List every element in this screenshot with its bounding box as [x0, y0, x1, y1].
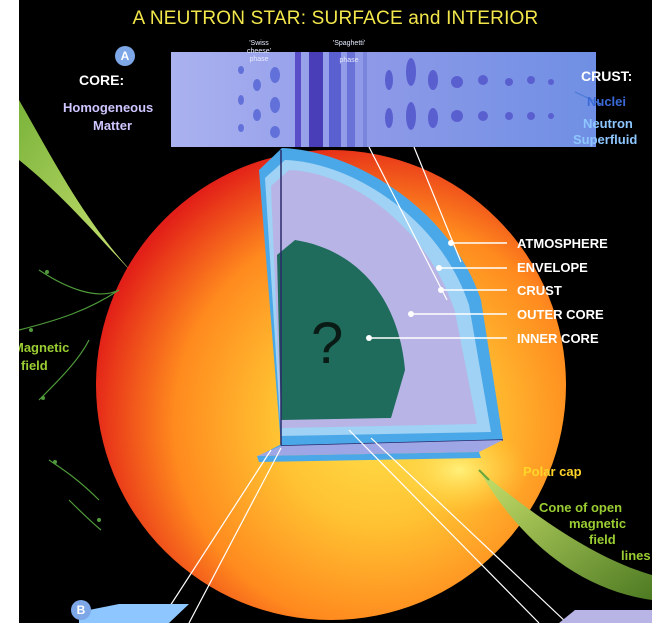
cone-line3: field [589, 532, 616, 547]
diagram-graphic [19, 52, 652, 623]
neutron-line2: Superfluid [573, 132, 638, 147]
nuclei-label: Nuclei [587, 94, 627, 109]
nuclei-dots [385, 58, 554, 130]
layer-crust: CRUST [517, 283, 562, 298]
magnetic-field-line2: field [21, 358, 48, 373]
cone-line2: magnetic [569, 516, 627, 531]
swiss-line3: phase [249, 56, 269, 63]
magnetic-field-line1: Magnetic [19, 340, 70, 355]
inner-core-question-mark: ? [311, 311, 344, 376]
diagram-panel: A NEUTRON STAR: SURFACE and INTERIOR A C… [19, 0, 652, 623]
cone-line4: lines [621, 548, 651, 563]
diagram-title: A NEUTRON STAR: SURFACE and INTERIOR [132, 8, 539, 29]
layer-atmosphere: ATMOSPHERE [517, 236, 608, 251]
layer-inner-core: INNER CORE [517, 331, 599, 346]
inset-badge-b: B [71, 600, 91, 620]
inset-phase-strip [171, 52, 596, 147]
magnetic-field-lines [19, 269, 120, 531]
spaghetti-label: 'Spaghetti' phase [319, 40, 379, 65]
crust-heading: CRUST: [581, 68, 633, 84]
layer-outer-core: OUTER CORE [517, 307, 604, 322]
right-field-cone [479, 470, 652, 600]
polar-cap-label: Polar cap [523, 464, 582, 479]
neutron-line1: Neutron [583, 116, 633, 131]
layer-envelope: ENVELOPE [517, 260, 588, 275]
spaghetti-rods [295, 52, 367, 147]
inset-badge-a: A [115, 46, 135, 66]
core-desc-line2: Matter [93, 118, 133, 133]
spaghetti-line2: phase [339, 57, 359, 64]
swiss-line2: cheese' [247, 48, 271, 55]
swiss-cheese-holes [238, 66, 280, 138]
cutaway-bottom-slab [257, 440, 503, 456]
core-desc-line1: Homogeneous [63, 100, 154, 115]
spaghetti-line1: 'Spaghetti' [332, 40, 366, 47]
swiss-line1: 'Swiss [249, 40, 269, 47]
core-heading: CORE: [79, 72, 125, 88]
cone-line1: Cone of open [539, 500, 623, 515]
swiss-cheese-label: 'Swiss cheese' phase [229, 40, 289, 64]
cutaway-inner-core [277, 240, 405, 420]
